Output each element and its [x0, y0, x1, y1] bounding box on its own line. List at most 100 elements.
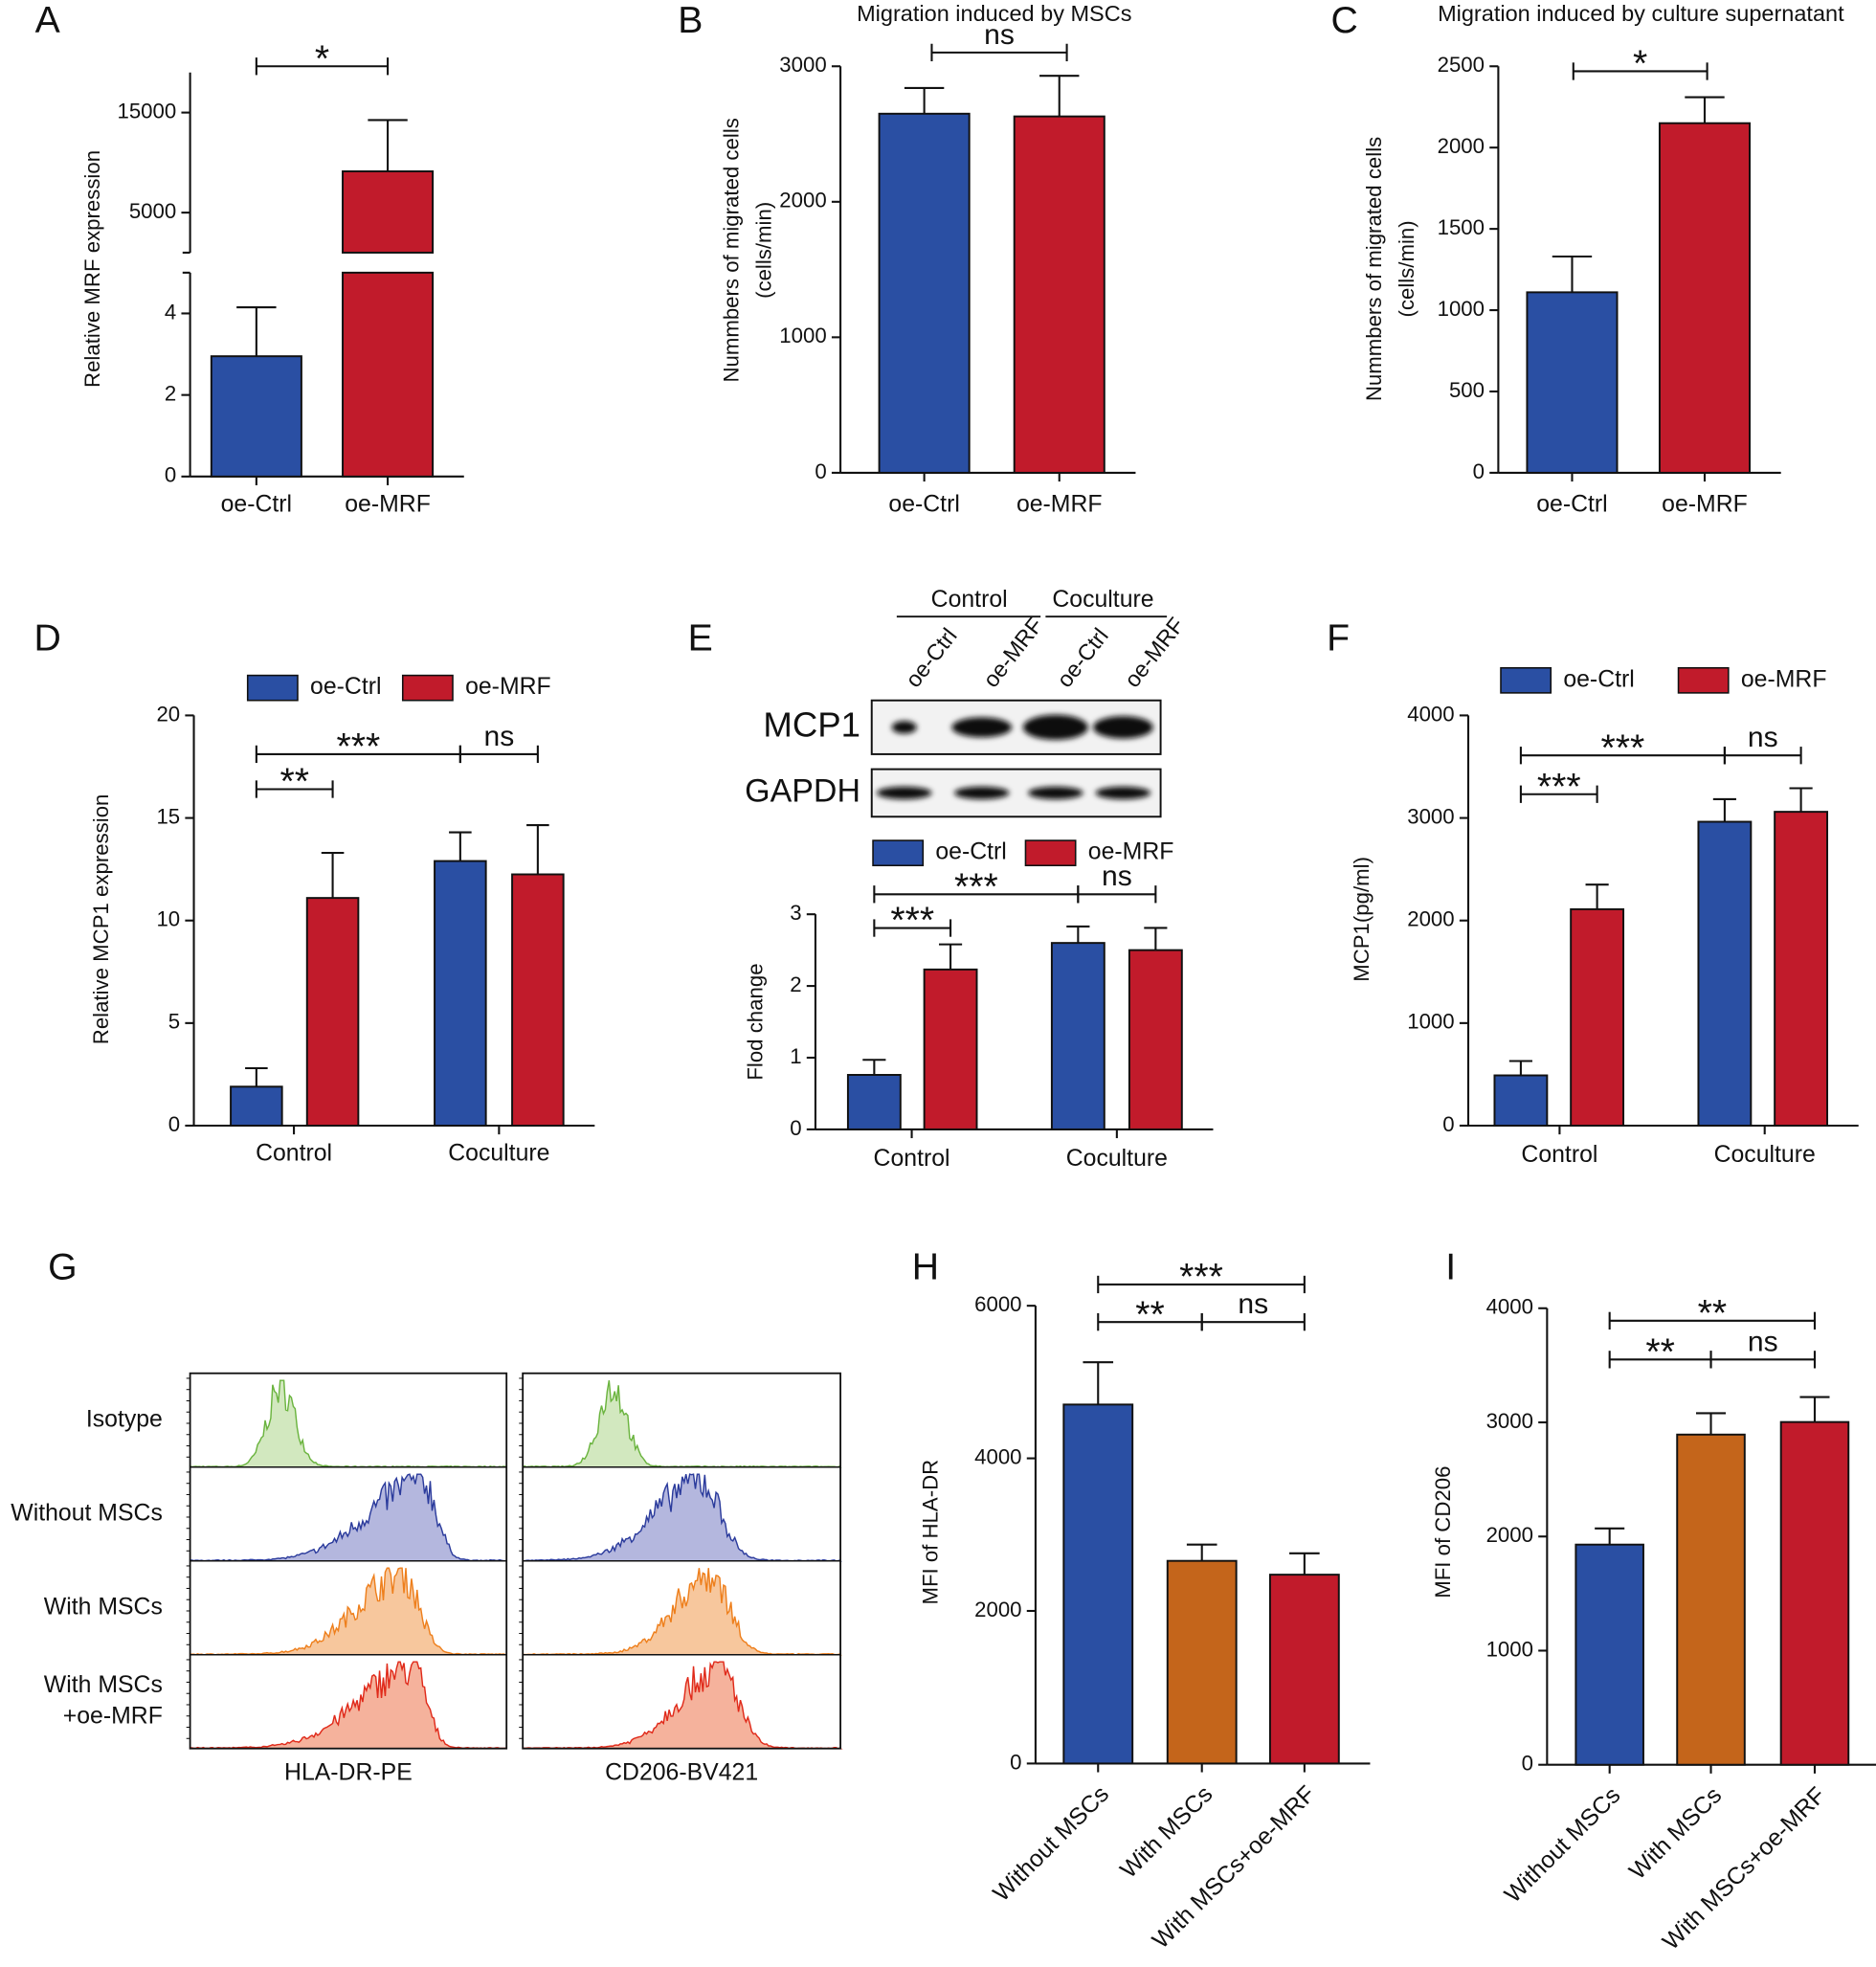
bar [1658, 122, 1752, 474]
legend-label: oe-MRF [1088, 839, 1174, 865]
significance-label: *** [336, 726, 380, 768]
significance-label: *** [1537, 767, 1581, 808]
y-tick-label: 0 [1522, 1752, 1533, 1776]
y-tick-label: 4000 [974, 1444, 1021, 1468]
bar [846, 1074, 902, 1130]
panel-label: A [35, 0, 61, 41]
histogram [522, 1380, 842, 1468]
x-tick-label: oe-MRF [345, 491, 431, 517]
y-tick-label: 3000 [779, 53, 826, 77]
legend-swatch [1024, 839, 1077, 867]
panel-label: E [688, 617, 713, 659]
panel-label: C [1331, 0, 1358, 41]
legend-swatch [872, 839, 925, 867]
blot-band [1095, 786, 1151, 799]
significance-label: ns [1102, 861, 1132, 892]
blot-lane-label: oe-MRF [1120, 613, 1190, 692]
y-tick-label: 2500 [1438, 53, 1485, 77]
row-label: Isotype [86, 1406, 163, 1432]
y-tick-label: 1000 [1407, 1010, 1454, 1034]
chart-title: Migration induced by culture supernatant [1438, 1, 1844, 26]
bar [434, 860, 487, 1127]
bar [1493, 1074, 1549, 1127]
row-label: +oe-MRF [63, 1704, 163, 1730]
histogram [189, 1567, 507, 1656]
x-axis-label: CD206-BV421 [605, 1759, 758, 1785]
y-tick-label: 6000 [974, 1292, 1021, 1316]
y-tick-label: 3 [790, 901, 801, 925]
significance-label: *** [1601, 727, 1645, 769]
histogram-frame [189, 1372, 508, 1750]
bar [1574, 1543, 1644, 1766]
legend-swatch [401, 674, 454, 702]
panel-label: F [1327, 617, 1350, 659]
legend-label: oe-MRF [1741, 666, 1827, 692]
y-tick-label: 2000 [1438, 134, 1485, 158]
y-tick-label: 0 [790, 1116, 801, 1140]
y-tick-label: 3000 [1407, 804, 1454, 828]
bar [230, 1085, 283, 1127]
y-tick-label: 0 [815, 459, 826, 483]
legend-label: oe-Ctrl [310, 674, 381, 700]
blot-band [1022, 714, 1088, 740]
y-axis-label: Nummbers of migrated cells [720, 118, 744, 382]
significance-label: *** [1179, 1257, 1223, 1298]
x-tick-label: With MSCs [1116, 1781, 1218, 1884]
blot-band [891, 721, 917, 734]
y-tick-label: 1000 [1438, 297, 1485, 321]
bar [1526, 291, 1619, 474]
blot-row-label: GAPDH [745, 772, 860, 809]
y-tick-label: 10 [156, 907, 180, 931]
panel-label: I [1445, 1247, 1456, 1288]
x-tick-label: oe-Ctrl [1536, 491, 1607, 517]
significance-label: *** [890, 901, 934, 942]
y-tick-label: 15 [156, 804, 180, 828]
legend-swatch [1500, 666, 1552, 694]
x-tick-label: Control [1521, 1142, 1597, 1168]
x-tick-label: oe-MRF [1662, 491, 1748, 517]
blot-band [953, 786, 1010, 799]
blot-group-label: Coculture [1052, 587, 1153, 613]
significance-label: * [1633, 44, 1647, 85]
y-tick-label: 2000 [1486, 1523, 1533, 1547]
histogram [522, 1473, 842, 1562]
y-tick-label: 15000 [117, 99, 176, 123]
legend-swatch [246, 674, 299, 702]
significance-label: ns [1238, 1288, 1268, 1320]
y-tick-label: 2000 [779, 189, 826, 212]
x-tick-label: Without MSCs [989, 1781, 1114, 1907]
bar [210, 355, 302, 478]
x-tick-label: oe-Ctrl [888, 491, 959, 517]
significance-label: ** [279, 762, 309, 803]
x-tick-label: Control [256, 1141, 332, 1167]
bar [1128, 949, 1183, 1130]
blot-lane-label: oe-MRF [978, 613, 1048, 692]
bar [1013, 115, 1106, 474]
histogram [189, 1661, 507, 1750]
panel-label: H [912, 1247, 939, 1288]
bar [342, 170, 435, 254]
y-tick-label: 1000 [779, 324, 826, 347]
blot-lane-label: oe-Ctrl [901, 623, 962, 692]
significance-label: *** [954, 866, 998, 907]
blot-row-label: MCP1 [763, 704, 860, 744]
y-tick-label: 1 [790, 1044, 801, 1068]
significance-label: ** [1135, 1294, 1165, 1335]
x-tick-label: oe-MRF [1016, 491, 1103, 517]
x-tick-label: Coculture [1714, 1142, 1816, 1168]
y-tick-label: 1500 [1438, 215, 1485, 239]
blot-band [876, 786, 932, 799]
blot-band [951, 717, 1013, 738]
x-axis-label: HLA-DR-PE [284, 1759, 413, 1785]
legend-label: oe-Ctrl [1563, 666, 1634, 692]
y-axis-label: Relative MRF expression [80, 150, 104, 388]
row-label: Without MSCs [11, 1500, 163, 1526]
significance-label: ** [1698, 1293, 1728, 1334]
legend-label: oe-MRF [465, 674, 551, 700]
blot-band [1028, 786, 1083, 799]
panel-label: B [678, 0, 703, 41]
x-tick-label: Coculture [448, 1141, 549, 1167]
y-tick-label: 4000 [1407, 702, 1454, 726]
